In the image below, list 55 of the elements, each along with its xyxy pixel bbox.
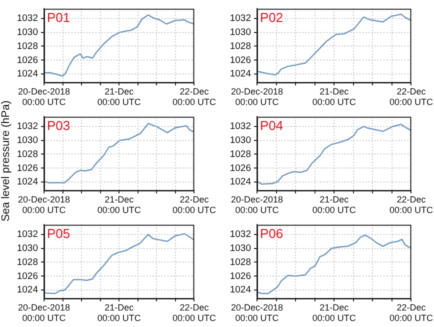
- y-tick-label: 1026: [230, 162, 251, 174]
- x-tick-label: 22-Dec 00:00 UTC: [172, 302, 216, 324]
- chart-title: P01: [47, 10, 70, 25]
- y-axis-title: Sea level pressure (hPa): [0, 99, 12, 224]
- y-tick-label: 1028: [16, 40, 38, 52]
- y-tick-label: 1026: [16, 54, 38, 66]
- y-tick-label: 1028: [230, 256, 251, 268]
- chart-title: P03: [47, 118, 70, 133]
- x-tick-label: 20-Dec-2018 00:00 UTC: [230, 302, 284, 324]
- chart-title: P02: [260, 10, 284, 25]
- x-tick-label: 21-Dec 00:00 UTC: [312, 86, 356, 108]
- chart-title: P05: [47, 226, 70, 241]
- y-tick-label: 1024: [16, 68, 38, 80]
- y-tick-label: 1024: [16, 176, 38, 188]
- y-tick-label: 1026: [16, 162, 38, 174]
- y-tick-label: 1024: [230, 68, 251, 80]
- y-tick-label: 1026: [230, 54, 251, 66]
- y-tick-label: 1028: [16, 256, 38, 268]
- x-tick-label: 20-Dec-2018 00:00 UTC: [230, 194, 284, 216]
- chart-title: P04: [260, 118, 284, 133]
- x-tick-label: 20-Dec-2018 00:00 UTC: [18, 86, 70, 108]
- y-tick-label: 1030: [16, 134, 38, 146]
- y-tick-label: 1028: [230, 40, 251, 52]
- x-tick-label: 20-Dec-2018 00:00 UTC: [18, 302, 70, 324]
- chart-title: P06: [260, 226, 284, 241]
- x-tick-label: 20-Dec-2018 00:00 UTC: [230, 86, 284, 108]
- y-tick-label: 1030: [230, 242, 251, 254]
- y-tick-label: 1032: [16, 13, 38, 24]
- y-tick-label: 1026: [230, 270, 251, 282]
- y-tick-label: 1024: [230, 176, 251, 188]
- y-tick-label: 1028: [230, 148, 251, 160]
- y-tick-label: 1032: [16, 229, 38, 240]
- x-tick-label: 21-Dec 00:00 UTC: [312, 194, 356, 216]
- y-tick-label: 1032: [16, 121, 38, 132]
- x-tick-label: 22-Dec 00:00 UTC: [389, 194, 434, 216]
- y-tick-label: 1030: [230, 26, 251, 38]
- y-tick-label: 1030: [16, 242, 38, 254]
- x-tick-label: 21-Dec 00:00 UTC: [97, 86, 142, 108]
- y-tick-label: 1032: [230, 229, 251, 240]
- y-tick-label: 1030: [230, 134, 251, 146]
- y-tick-label: 1028: [16, 148, 38, 160]
- x-tick-label: 21-Dec 00:00 UTC: [312, 302, 356, 324]
- y-tick-label: 1030: [16, 26, 38, 38]
- x-tick-label: 22-Dec 00:00 UTC: [389, 86, 434, 108]
- x-tick-label: 21-Dec 00:00 UTC: [97, 194, 142, 216]
- y-tick-label: 1024: [16, 284, 38, 296]
- y-tick-label: 1024: [230, 284, 251, 296]
- y-tick-label: 1032: [230, 121, 251, 132]
- x-tick-label: 20-Dec-2018 00:00 UTC: [18, 194, 70, 216]
- y-tick-label: 1032: [230, 13, 251, 24]
- x-tick-label: 22-Dec 00:00 UTC: [172, 194, 216, 216]
- x-tick-label: 21-Dec 00:00 UTC: [97, 302, 142, 324]
- x-tick-label: 22-Dec 00:00 UTC: [389, 302, 434, 324]
- x-tick-label: 22-Dec 00:00 UTC: [172, 86, 216, 108]
- y-tick-label: 1026: [16, 270, 38, 282]
